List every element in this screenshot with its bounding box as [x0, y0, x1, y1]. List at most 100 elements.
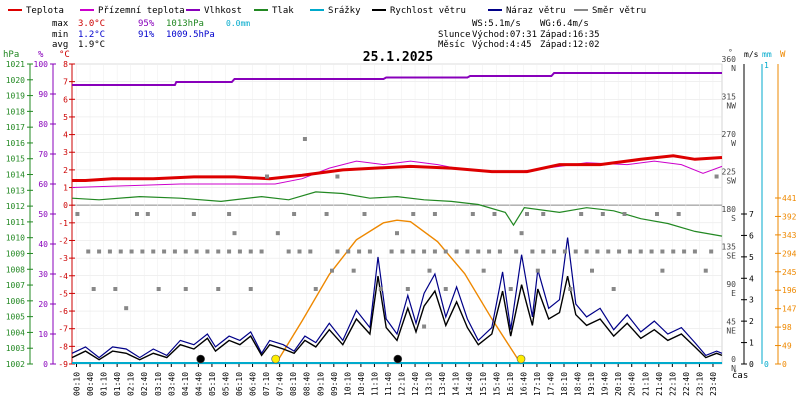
wind-direction-point — [135, 212, 139, 216]
pressure-axis-tick-label: 1019 — [6, 92, 25, 101]
legend-label: Rychlost větru — [390, 6, 466, 16]
wind-direction-point — [579, 212, 584, 216]
wind-direction-point — [660, 268, 665, 273]
x-tick-label: 11:10 — [370, 372, 379, 396]
unit-deg: ° — [728, 48, 733, 57]
wind-direction-point — [487, 249, 492, 254]
temperature-axis-tick-label: 8 — [63, 60, 68, 69]
wind-direction-point — [454, 249, 459, 254]
x-tick-label: 23:10 — [695, 372, 704, 396]
solar-axis-tick-label: 392 — [782, 212, 797, 221]
x-tick-label: 02:40 — [140, 372, 149, 396]
wind-direction-point — [389, 249, 394, 254]
wind-direction-point — [627, 249, 632, 254]
series-slunecni-zareni — [275, 219, 522, 365]
wind-direction-point — [232, 231, 237, 236]
legend: Teplota Přízemní teplota Vlhkost Tlak Srážky… — [8, 6, 646, 16]
wind-direction-point — [275, 231, 280, 236]
unit-pct: % — [38, 50, 44, 60]
stats-min-temp: 1.2°C — [78, 30, 105, 40]
x-tick-label: 05:40 — [221, 372, 230, 396]
x-tick-label: 19:40 — [601, 372, 610, 396]
wind-direction-point — [248, 287, 253, 291]
wind-direction-point — [395, 231, 399, 236]
x-tick-label: 12:10 — [398, 372, 407, 396]
pressure-axis-tick-label: 1008 — [6, 265, 25, 274]
wind-direction-point — [194, 249, 199, 254]
x-tick-label: 06:40 — [249, 372, 258, 396]
x-tick-label: 13:10 — [425, 372, 434, 396]
solar-axis-tick-label: 147 — [782, 305, 797, 314]
wind-direction-point — [313, 287, 318, 291]
x-tick-label: 21:40 — [655, 372, 664, 396]
unit-ms: m/s — [744, 50, 759, 59]
wind-direction-point — [562, 249, 567, 254]
wind-direction-point — [714, 174, 719, 179]
wind-direction-point — [91, 287, 96, 291]
wind-direction-point — [411, 212, 416, 216]
wind-direction-point — [172, 249, 177, 254]
pressure-axis-tick-label: 1013 — [6, 186, 25, 195]
wind-direction-point — [476, 249, 481, 254]
wind-direction-point — [649, 249, 654, 254]
humidity-axis-tick-label: 20 — [38, 300, 48, 309]
wind-gust-info: WG:6.4m/s — [540, 19, 589, 29]
pressure-axis-tick-label: 1002 — [6, 360, 25, 369]
sunrise-info: Východ:07:31 — [472, 30, 537, 40]
wind-dir-deg-label: 90 — [726, 280, 736, 289]
wind-direction-point — [465, 249, 470, 254]
wind-direction-point — [519, 231, 524, 236]
moonset-info: Západ:12:02 — [540, 40, 600, 50]
wind-direction-point — [481, 268, 486, 273]
wind-direction-point — [140, 249, 145, 254]
x-tick-label: 19:10 — [587, 372, 596, 396]
wind-speed-axis-tick-label: 3 — [749, 296, 754, 305]
wind-direction-point — [405, 287, 410, 291]
solar-axis-tick-label: 49 — [782, 342, 792, 351]
x-tick-label: 01:40 — [113, 372, 122, 396]
unit-labels: hPa % °C ° m/s mm W čas — [3, 48, 786, 381]
x-tick-label: 23:40 — [709, 372, 718, 396]
legend-label: Náraz větru — [506, 6, 566, 16]
pressure-axis-tick-label: 1006 — [6, 297, 25, 306]
x-tick-label: 07:10 — [262, 372, 271, 396]
chart-title-date: 25.1.2025 — [363, 50, 433, 65]
x-tick-label: 13:40 — [438, 372, 447, 396]
wind-direction-point — [622, 212, 627, 216]
wind-direction-point — [330, 268, 334, 273]
stats-max-rain: 0.0mm — [226, 19, 250, 28]
temperature-axis-tick-label: -3 — [58, 254, 68, 263]
wind-direction-point — [237, 249, 242, 254]
unit-w: W — [780, 50, 786, 60]
temperature-axis-tick-label: -4 — [58, 272, 68, 281]
stats-max-temp: 3.0°C — [78, 19, 105, 29]
x-tick-label: 17:10 — [533, 372, 542, 396]
wind-speed-axis-tick-label: 0 — [749, 360, 754, 369]
wind-direction-point — [443, 287, 448, 291]
x-tick-label: 08:10 — [289, 372, 298, 396]
stats-avg-label: avg — [52, 40, 68, 50]
temperature-axis-tick-label: -5 — [58, 289, 68, 298]
wind-direction-point — [611, 287, 616, 291]
legend-label: Srážky — [328, 6, 361, 16]
wind-direction-point — [600, 212, 605, 216]
wind-direction-point — [378, 287, 383, 291]
wind-direction-point — [107, 249, 112, 254]
wind-direction-point — [470, 212, 475, 216]
sunset-marker — [516, 354, 526, 364]
temperature-axis-tick-label: 6 — [63, 95, 68, 104]
x-tick-label: 15:10 — [479, 372, 488, 396]
x-tick-label: 16:10 — [506, 372, 515, 396]
stats-block: max 3.0°C 95% 1013hPa 0.0mm min 1.2°C 91… — [52, 19, 250, 50]
x-tick-label: 02:10 — [127, 372, 136, 396]
wind-direction-point — [432, 249, 437, 254]
wind-direction-point — [216, 249, 221, 254]
wind-direction-point — [183, 287, 188, 291]
wind-dir-compass-label: S — [731, 214, 736, 223]
wind-direction-point — [308, 249, 313, 254]
wind-direction-point — [259, 249, 264, 254]
wind-dir-compass-label: N — [731, 364, 736, 373]
series-teplota — [72, 154, 723, 182]
x-tick-label: 20:10 — [614, 372, 623, 396]
wind-dir-compass-label: SW — [726, 177, 736, 186]
